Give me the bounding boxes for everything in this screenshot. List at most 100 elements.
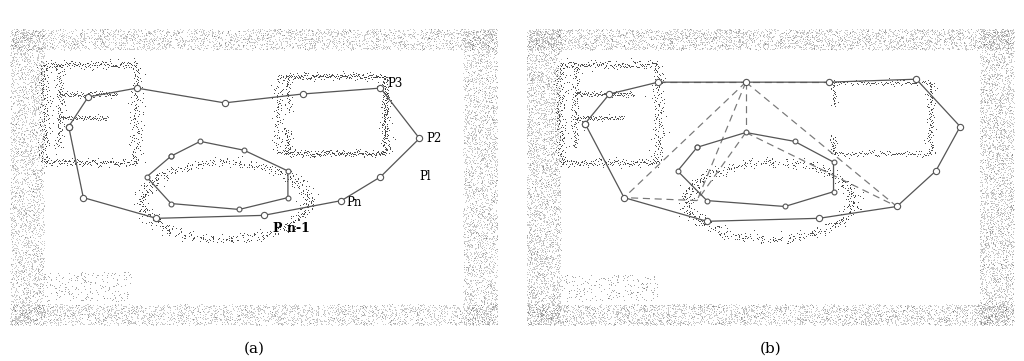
- Point: [657, 29, 674, 35]
- Point: [439, 319, 456, 325]
- Point: [2, 62, 18, 68]
- Point: [550, 246, 566, 252]
- Point: [472, 161, 488, 167]
- Point: [365, 34, 381, 40]
- Point: [978, 271, 994, 277]
- Point: [861, 312, 878, 317]
- Point: [981, 232, 997, 238]
- Point: [39, 42, 55, 47]
- Point: [193, 43, 209, 48]
- Point: [9, 35, 26, 41]
- Point: [751, 42, 767, 47]
- Point: [610, 318, 627, 323]
- Point: [972, 30, 988, 35]
- Point: [464, 170, 480, 176]
- Point: [975, 261, 991, 266]
- Point: [109, 282, 125, 288]
- Point: [479, 200, 496, 205]
- Point: [988, 114, 1005, 120]
- Point: [418, 34, 434, 40]
- Point: [991, 67, 1008, 73]
- Point: [587, 57, 603, 63]
- Point: [988, 151, 1005, 157]
- Point: [734, 42, 751, 47]
- Point: [621, 161, 637, 167]
- Point: [718, 36, 734, 42]
- Point: [981, 105, 997, 110]
- Point: [462, 182, 478, 188]
- Point: [890, 310, 906, 316]
- Point: [681, 37, 697, 43]
- Point: [914, 46, 931, 52]
- Point: [871, 26, 888, 32]
- Point: [803, 230, 819, 236]
- Point: [268, 301, 285, 307]
- Point: [468, 41, 484, 47]
- Point: [467, 300, 483, 305]
- Point: [764, 155, 780, 161]
- Point: [810, 36, 826, 42]
- Point: [666, 34, 682, 39]
- Point: [654, 36, 671, 42]
- Point: [130, 128, 146, 134]
- Point: [36, 274, 52, 279]
- Point: [731, 313, 748, 319]
- Point: [419, 308, 435, 313]
- Point: [12, 157, 29, 163]
- Point: [294, 318, 310, 324]
- Point: [985, 110, 1001, 116]
- Point: [4, 238, 20, 244]
- Point: [547, 211, 563, 217]
- Point: [548, 57, 564, 62]
- Point: [972, 105, 988, 111]
- Point: [980, 29, 996, 35]
- Point: [547, 122, 563, 127]
- Point: [996, 217, 1013, 222]
- Point: [1006, 277, 1022, 282]
- Point: [973, 35, 989, 40]
- Point: [479, 32, 496, 38]
- Point: [93, 26, 110, 32]
- Point: [274, 36, 291, 42]
- Point: [977, 128, 993, 134]
- Point: [664, 38, 680, 44]
- Point: [464, 286, 480, 292]
- Point: [272, 321, 289, 327]
- Point: [83, 162, 99, 168]
- Point: [22, 238, 38, 244]
- Point: [191, 40, 208, 46]
- Point: [182, 44, 199, 50]
- Point: [479, 183, 496, 188]
- Point: [334, 73, 350, 78]
- Point: [1002, 292, 1019, 297]
- Point: [285, 108, 301, 114]
- Point: [564, 273, 581, 279]
- Point: [82, 279, 98, 285]
- Point: [993, 129, 1010, 134]
- Point: [31, 188, 47, 194]
- Point: [655, 310, 672, 316]
- Point: [890, 27, 906, 33]
- Point: [604, 308, 621, 314]
- Point: [982, 271, 998, 277]
- Point: [159, 227, 175, 232]
- Point: [13, 222, 30, 227]
- Point: [3, 145, 19, 151]
- Point: [34, 35, 50, 41]
- Point: [550, 83, 566, 89]
- Point: [7, 307, 24, 313]
- Point: [799, 33, 815, 39]
- Point: [990, 279, 1007, 284]
- Point: [485, 191, 502, 196]
- Point: [702, 321, 719, 327]
- Point: [938, 305, 954, 311]
- Point: [589, 117, 605, 122]
- Point: [452, 319, 468, 325]
- Point: [977, 31, 993, 37]
- Point: [122, 37, 138, 43]
- Point: [16, 262, 33, 268]
- Point: [61, 313, 78, 318]
- Point: [1005, 48, 1021, 54]
- Point: [406, 31, 422, 37]
- Point: [198, 321, 214, 327]
